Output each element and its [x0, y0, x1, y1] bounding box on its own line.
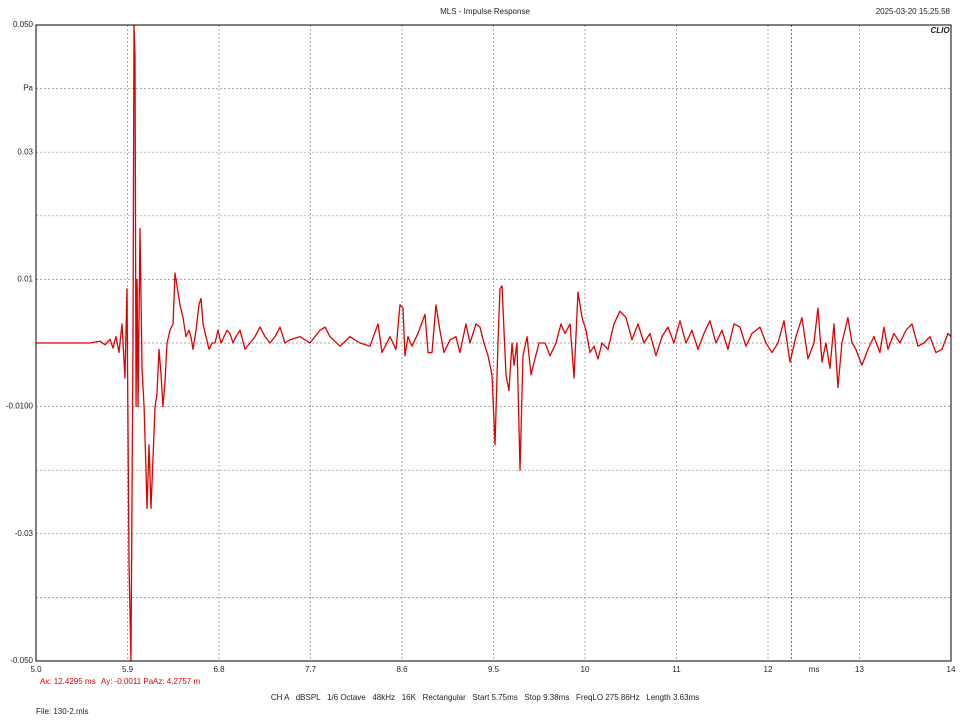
y-tick-label: 0.03	[17, 147, 33, 156]
cursor-readout: Ax: 12.4295 ms	[40, 677, 96, 686]
footer: CH A dBSPL 1/6 Octave 48kHz 16K Rectangu…	[271, 693, 699, 702]
x-tick-label: 13	[855, 665, 864, 674]
x-tick-label: 12	[764, 665, 773, 674]
y-tick-label: -0.03	[15, 529, 34, 538]
plot-frame	[35, 24, 952, 662]
logo: CLIO	[930, 26, 950, 35]
x-tick-label: 14	[947, 665, 956, 674]
y-tick-label: 0.01	[17, 275, 33, 284]
x-tick-label: 6.8	[213, 665, 225, 674]
file-name: File: 130-2.mls	[36, 707, 88, 716]
impulse-line	[36, 24, 952, 662]
y-tick-label: -0.050	[10, 656, 33, 665]
x-tick-label: 11	[672, 665, 681, 674]
timestamp: 2025-03-20 15.25.58	[876, 7, 951, 16]
x-tick-label: 5.0	[30, 665, 42, 674]
x-tick-label: 9.5	[488, 665, 500, 674]
x-tick-label: 10	[581, 665, 590, 674]
y-tick-label: Pa	[23, 84, 33, 93]
cursor-readout: Ay: -0.0011 Pa	[101, 677, 154, 686]
chart-title: MLS - Impulse Response	[440, 7, 530, 16]
y-tick-label: -0.0100	[6, 402, 34, 411]
y-tick-label: 0.050	[13, 20, 34, 29]
x-tick-label: 7.7	[305, 665, 317, 674]
x-unit: ms	[809, 665, 820, 674]
cursor-readout: Az: 4.2757 m	[153, 677, 200, 686]
x-tick-label: 8.6	[396, 665, 408, 674]
x-tick-label: 5.9	[122, 665, 134, 674]
